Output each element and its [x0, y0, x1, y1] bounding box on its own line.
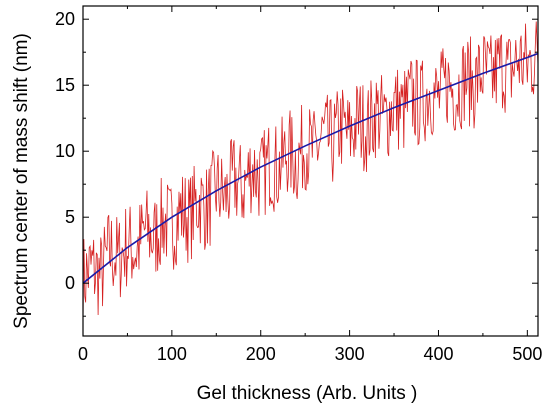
y-tick-label: 20	[55, 9, 75, 29]
plot-frame	[82, 5, 539, 337]
x-tick-label: 100	[157, 344, 187, 364]
x-tick-label: 400	[423, 344, 453, 364]
axes-layer: 0 100 200 300 400 500 0 5 10 15 20	[55, 5, 542, 364]
y-tick-label: 10	[55, 141, 75, 161]
series-raw-line	[83, 21, 538, 326]
x-tick-label: 500	[512, 344, 542, 364]
y-tick-label: 5	[65, 207, 75, 227]
x-tick-label: 200	[246, 344, 276, 364]
x-tick-label: 0	[78, 344, 88, 364]
y-tick-label: 0	[65, 273, 75, 293]
y-axis-label: Spectrum center of mass shift (nm)	[11, 33, 32, 329]
plot-area	[83, 21, 538, 326]
y-tick-label: 15	[55, 75, 75, 95]
x-tick-label: 300	[335, 344, 365, 364]
series-fit-line	[83, 52, 538, 284]
x-axis-label: Gel thickness (Arb. Units )	[197, 383, 418, 404]
